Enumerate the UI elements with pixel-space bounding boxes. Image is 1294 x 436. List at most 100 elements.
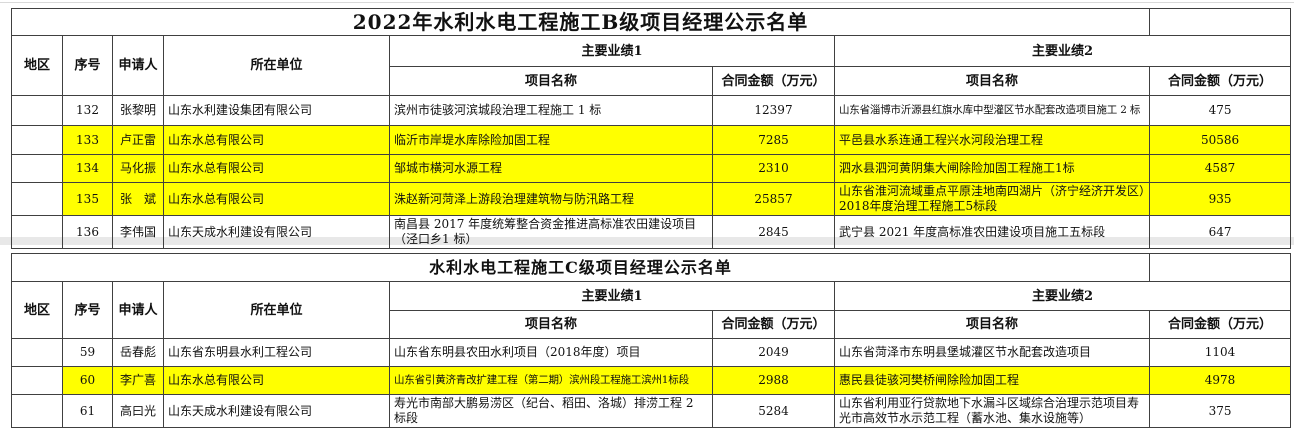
col-header-amount2[interactable]: 合同金额（万元）	[1149, 310, 1292, 339]
cell-amount2[interactable]: 935	[1149, 182, 1292, 216]
col-header-performance2[interactable]: 主要业绩2	[833, 281, 1292, 311]
cell-amount1[interactable]: 5284	[712, 394, 835, 428]
cell-region[interactable]	[11, 394, 63, 428]
cell-amount1[interactable]: 2049	[712, 338, 835, 367]
cell-region[interactable]	[11, 366, 63, 395]
cell-amount2[interactable]: 4587	[1149, 154, 1292, 183]
cell-amount2[interactable]: 50586	[1149, 125, 1292, 155]
cell-amount1[interactable]: 12397	[712, 95, 835, 126]
cell-company[interactable]: 山东天成水利建设有限公司	[163, 215, 390, 249]
cell-amount2[interactable]: 4978	[1149, 366, 1292, 395]
cell-amount2[interactable]: 475	[1149, 95, 1292, 126]
cell-no[interactable]: 59	[62, 338, 113, 367]
cell-company[interactable]: 山东天成水利建设有限公司	[163, 394, 390, 428]
col-header-no[interactable]: 序号	[62, 35, 113, 96]
table-row: 135 张 斌山东水总有限公司 洙赵新河菏泽上游段治理建筑物与防汛路工程 25857 山…	[11, 182, 1292, 216]
cell-applicant[interactable]: 张 斌	[112, 182, 164, 216]
col-header-project1[interactable]: 项目名称	[389, 66, 713, 96]
cell-amount2[interactable]: 1104	[1149, 338, 1292, 367]
cell-project2[interactable]: 山东省利用亚行贷款地下水漏斗区域综合治理示范项目寿光市高效节水示范工程（蓄水池、…	[833, 394, 1151, 428]
cell-amount1[interactable]: 2988	[712, 366, 835, 395]
table-title[interactable]: 2022年水利水电工程施工B级项目经理公示名单	[10, 8, 1151, 36]
col-header-amount2[interactable]: 合同金额（万元）	[1149, 66, 1292, 96]
col-header-project2[interactable]: 项目名称	[833, 310, 1151, 339]
table-title[interactable]: 水利水电工程施工C级项目经理公示名单	[10, 253, 1151, 282]
cell-no[interactable]: 132	[62, 95, 113, 126]
cell-project1[interactable]: 山东省东明县农田水利项目（2018年度）项目	[389, 338, 713, 367]
cell-project2[interactable]: 惠民县徒骇河樊桥闸除险加固工程	[833, 366, 1151, 395]
cell-no[interactable]: 135	[62, 182, 113, 216]
col-header-applicant[interactable]: 申请人	[112, 281, 164, 339]
cell-region[interactable]	[11, 125, 63, 155]
col-header-company[interactable]: 所在单位	[163, 35, 390, 96]
cell-company[interactable]: 山东水总有限公司	[163, 182, 390, 216]
cell-no[interactable]: 134	[62, 154, 113, 183]
top-divider	[0, 2, 1294, 3]
table-row: 134 马化振 山东水总有限公司 邹城市横河水源工程 2310 泗水县泗河黄阴集大闸除险加…	[11, 154, 1292, 183]
c-level-table: 水利水电工程施工C级项目经理公示名单 地区 序号 申请人 所在单位 主要业绩1 …	[10, 253, 1292, 428]
cell-amount1[interactable]: 7285	[712, 125, 835, 155]
cell-company[interactable]: 山东水利建设集团有限公司	[163, 95, 390, 126]
cell-project2[interactable]: 山东省淄博市沂源县红旗水库中型灌区节水配套改造项目施工 2 标	[833, 95, 1151, 126]
c-level-table-section: 水利水电工程施工C级项目经理公示名单 地区 序号 申请人 所在单位 主要业绩1 …	[10, 253, 1292, 428]
cell-applicant[interactable]: 李伟国	[112, 215, 164, 249]
col-header-amount1[interactable]: 合同金额（万元）	[712, 66, 835, 96]
table-row: 132 张黎明 山东水利建设集团有限公司 滨州市徒骇河滨城段治理工程施工 1 标 123…	[11, 95, 1292, 126]
cell-project1[interactable]: 洙赵新河菏泽上游段治理建筑物与防汛路工程	[389, 182, 713, 216]
cell-applicant[interactable]: 高曰光	[112, 394, 164, 428]
cell-no[interactable]: 60	[62, 366, 113, 395]
cell-amount1[interactable]: 25857	[712, 182, 835, 216]
cell-project1[interactable]: 寿光市南部大鹏易涝区（纪台、稻田、洛城）排涝工程 2 标段	[389, 394, 713, 428]
col-header-company[interactable]: 所在单位	[163, 281, 390, 339]
cell-applicant[interactable]: 卢正雷	[112, 125, 164, 155]
table-row: 136 李伟国 山东天成水利建设有限公司 南昌县 2017 年度统筹整合资金推进高标准…	[11, 215, 1292, 249]
cell-project1[interactable]: 南昌县 2017 年度统筹整合资金推进高标准农田建设项目（泾口乡1 标）	[389, 215, 713, 249]
cell-company[interactable]: 山东省东明县水利工程公司	[163, 338, 390, 367]
cell-region[interactable]	[11, 182, 63, 216]
col-header-region[interactable]: 地区	[11, 281, 63, 339]
cell-amount1[interactable]: 2845	[712, 215, 835, 249]
cell-amount2[interactable]: 375	[1149, 394, 1292, 428]
cell-region[interactable]	[11, 154, 63, 183]
col-header-applicant[interactable]: 申请人	[112, 35, 164, 96]
cell-amount1[interactable]: 2310	[712, 154, 835, 183]
table-row: 133 卢正雷 山东水总有限公司 临沂市岸堤水库除险加固工程 7285 平邑县水系连通工程…	[11, 125, 1292, 155]
cell-project2[interactable]: 山东省菏泽市东明县堡城灌区节水配套改造项目	[833, 338, 1151, 367]
title-spacer-cell[interactable]	[1149, 8, 1292, 36]
col-header-no[interactable]: 序号	[62, 281, 113, 339]
cell-amount2[interactable]: 647	[1149, 215, 1292, 249]
col-header-region[interactable]: 地区	[11, 35, 63, 96]
cell-project1[interactable]: 邹城市横河水源工程	[389, 154, 713, 183]
col-header-amount1[interactable]: 合同金额（万元）	[712, 310, 835, 339]
cell-company[interactable]: 山东水总有限公司	[163, 125, 390, 155]
cell-project2[interactable]: 山东省淮河流域重点平原洼地南四湖片（济宁经济开发区）2018年度治理工程施工5标…	[833, 182, 1151, 216]
cell-project2[interactable]: 武宁县 2021 年度高标准农田建设项目施工五标段	[833, 215, 1151, 249]
title-spacer-cell[interactable]	[1149, 253, 1292, 282]
cell-no[interactable]: 136	[62, 215, 113, 249]
col-header-project1[interactable]: 项目名称	[389, 310, 713, 339]
cell-applicant[interactable]: 张黎明	[112, 95, 164, 126]
cell-applicant[interactable]: 李广喜	[112, 366, 164, 395]
cell-no[interactable]: 133	[62, 125, 113, 155]
table-row: 59 岳春彪 山东省东明县水利工程公司 山东省东明县农田水利项目（2018年度）项目 2…	[11, 338, 1292, 367]
cell-company[interactable]: 山东水总有限公司	[163, 366, 390, 395]
cell-project1[interactable]: 临沂市岸堤水库除险加固工程	[389, 125, 713, 155]
cell-applicant[interactable]: 马化振	[112, 154, 164, 183]
cell-project1[interactable]: 滨州市徒骇河滨城段治理工程施工 1 标	[389, 95, 713, 126]
col-header-performance1[interactable]: 主要业绩1	[389, 281, 835, 311]
b-level-table-section: 2022年水利水电工程施工B级项目经理公示名单 地区 序号 申请人 所在单位 主…	[10, 8, 1292, 249]
cell-company[interactable]: 山东水总有限公司	[163, 154, 390, 183]
cell-region[interactable]	[11, 215, 63, 249]
cell-applicant[interactable]: 岳春彪	[112, 338, 164, 367]
cell-project1[interactable]: 山东省引黄济青改扩建工程（第二期）滨州段工程施工滨州1标段	[389, 366, 713, 395]
cell-region[interactable]	[11, 338, 63, 367]
col-header-project2[interactable]: 项目名称	[833, 66, 1151, 96]
b-level-table-body: 132 张黎明 山东水利建设集团有限公司 滨州市徒骇河滨城段治理工程施工 1 标 123…	[11, 95, 1292, 249]
cell-project2[interactable]: 平邑县水系连通工程兴水河段治理工程	[833, 125, 1151, 155]
col-header-performance1[interactable]: 主要业绩1	[389, 35, 835, 67]
c-level-table-body: 59 岳春彪 山东省东明县水利工程公司 山东省东明县农田水利项目（2018年度）项目 2…	[11, 338, 1292, 428]
cell-project2[interactable]: 泗水县泗河黄阴集大闸除险加固工程施工1标	[833, 154, 1151, 183]
cell-region[interactable]	[11, 95, 63, 126]
col-header-performance2[interactable]: 主要业绩2	[833, 35, 1292, 67]
cell-no[interactable]: 61	[62, 394, 113, 428]
